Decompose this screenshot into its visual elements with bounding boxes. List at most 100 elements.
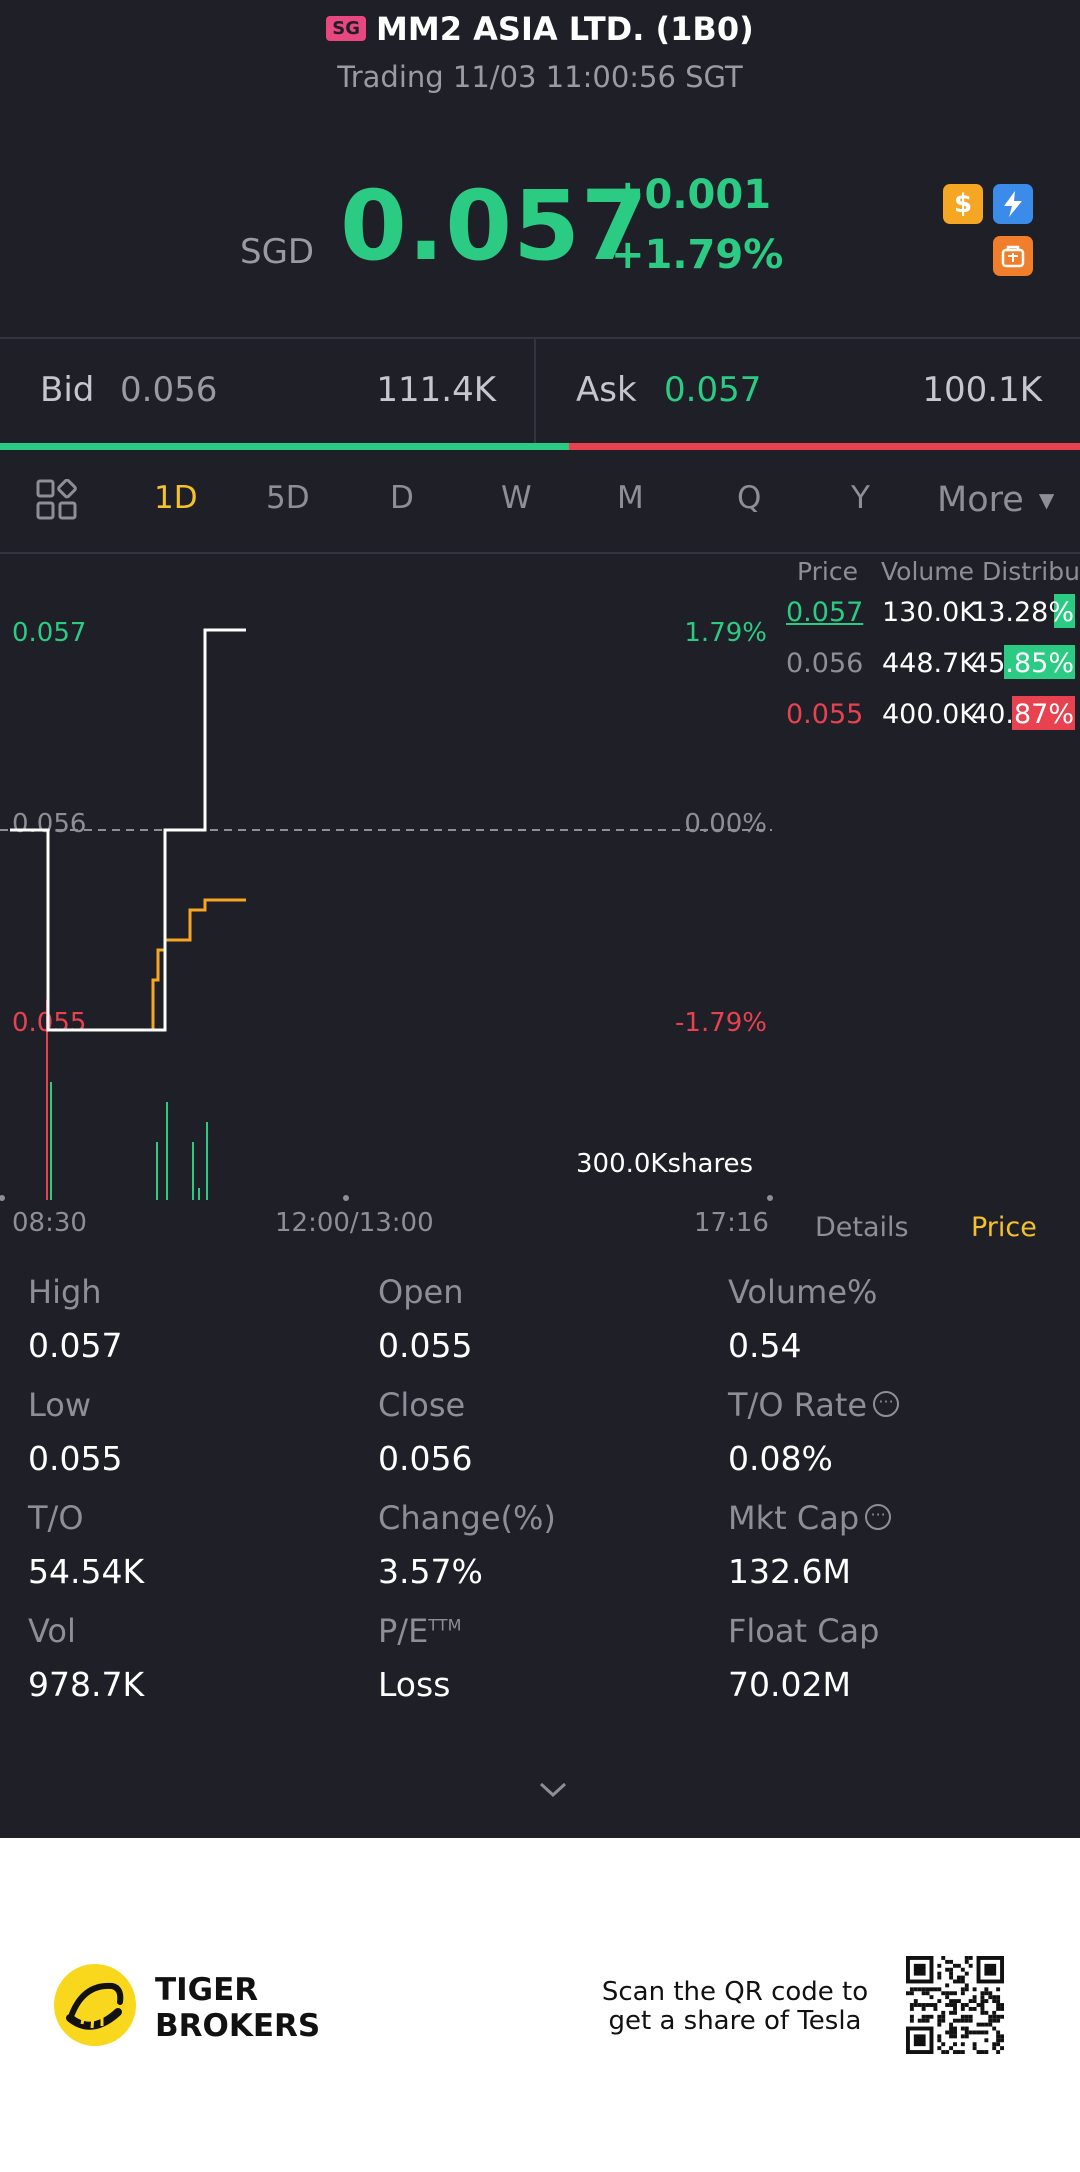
divider xyxy=(0,552,1080,554)
tab-5d[interactable]: 5D xyxy=(266,480,310,516)
stock-title: SG MM2 ASIA LTD. (1B0) xyxy=(0,10,1080,48)
ask-label: Ask xyxy=(576,370,637,410)
dist-price: 0.057 xyxy=(786,597,864,628)
dist-volume: 400.0K xyxy=(882,699,978,730)
stat-label-text: Change(%) xyxy=(378,1499,556,1537)
qr-caption: Scan the QR code to get a share of Tesla xyxy=(590,1978,880,2036)
intraday-chart[interactable]: 0.057 0.056 0.055 1.79% 0.00% -1.79% 300… xyxy=(0,555,780,1235)
tab-day[interactable]: D xyxy=(390,480,414,516)
dist-volume: 448.7K xyxy=(882,648,978,679)
dist-price: 0.055 xyxy=(786,699,864,730)
stat-value: 0.055 xyxy=(28,1439,123,1478)
stat-label: Low xyxy=(28,1386,91,1424)
stat-label-text: T/O Rate xyxy=(728,1386,868,1424)
tab-quarter[interactable]: Q xyxy=(737,480,762,516)
brand-name: TIGER BROKERS xyxy=(155,1972,320,2044)
x-axis-dot xyxy=(767,1195,773,1201)
volume-bar xyxy=(50,1082,52,1200)
ask-price: 0.057 xyxy=(664,370,762,410)
dist-bar xyxy=(1054,594,1075,628)
trading-status: Trading 11/03 11:00:56 SGT xyxy=(337,60,743,94)
stat-label-text: Vol xyxy=(28,1612,76,1650)
dist-header-distribution: Distribu xyxy=(982,557,1080,586)
bag-icon[interactable] xyxy=(993,236,1033,276)
tab-week[interactable]: W xyxy=(501,480,532,516)
stat-label: High xyxy=(28,1273,102,1311)
last-price: 0.057 xyxy=(340,170,649,282)
stat-value: 0.055 xyxy=(378,1326,473,1365)
grid-layout-icon[interactable] xyxy=(36,478,78,525)
stat-value: 54.54K xyxy=(28,1552,145,1591)
bid-label: Bid xyxy=(40,370,95,410)
volume-bar xyxy=(166,1102,168,1200)
stat-value: 132.6M xyxy=(728,1552,851,1591)
qr-caption-line: get a share of Tesla xyxy=(608,2006,862,2036)
more-info-icon[interactable]: ··· xyxy=(865,1504,892,1530)
dist-header-price: Price xyxy=(797,557,858,586)
price-series-line xyxy=(10,628,246,1032)
tab-1d[interactable]: 1D xyxy=(154,480,198,516)
divider xyxy=(0,337,1080,339)
stat-value: 978.7K xyxy=(28,1665,145,1704)
volume-scale-label: 300.0Kshares xyxy=(576,1149,753,1179)
volume-bar xyxy=(46,1000,48,1200)
volume-bar xyxy=(192,1142,194,1200)
dist-percent: 40.87% xyxy=(971,699,1074,730)
stat-label: Volume% xyxy=(728,1273,877,1311)
stat-label: Float Cap xyxy=(728,1612,879,1650)
qr-caption-line: Scan the QR code to xyxy=(601,1977,869,2007)
stat-label: Close xyxy=(378,1386,465,1424)
dist-bar xyxy=(1012,696,1075,730)
stat-value: Loss xyxy=(378,1665,451,1704)
tab-year[interactable]: Y xyxy=(851,480,870,516)
tab-more-label: More xyxy=(937,480,1024,520)
promo-footer: TIGER BROKERS Scan the QR code to get a … xyxy=(0,1838,1080,2172)
currency-label: SGD xyxy=(240,232,315,272)
dollar-icon[interactable]: $ xyxy=(943,184,983,224)
x-tick: 12:00/13:00 xyxy=(275,1208,434,1238)
stat-value: 3.57% xyxy=(378,1552,483,1591)
tab-price[interactable]: Price xyxy=(971,1212,1037,1243)
y-right-tick: 0.00% xyxy=(684,809,767,839)
stat-label: T/O xyxy=(28,1499,84,1537)
stat-value: 0.08% xyxy=(728,1439,833,1478)
tab-more[interactable]: More ▼ xyxy=(937,480,1054,520)
price-change: +0.001 xyxy=(611,172,772,218)
tab-month[interactable]: M xyxy=(617,480,644,516)
y-left-tick: 0.057 xyxy=(12,618,86,648)
stat-label: Mkt Cap ··· xyxy=(728,1499,892,1537)
dist-volume: 130.0K xyxy=(882,597,978,628)
stat-label-text: P/E xyxy=(378,1612,429,1650)
stat-label-text: Close xyxy=(378,1386,466,1424)
ask-volume-bar xyxy=(569,443,1080,450)
stat-label-text: Mkt Cap xyxy=(728,1499,860,1537)
stat-value: 0.54 xyxy=(728,1326,802,1365)
market-badge: SG xyxy=(326,15,367,41)
dist-percent: 13.28% xyxy=(971,597,1074,628)
chevron-down-icon[interactable] xyxy=(538,1780,568,1804)
dist-percent: 45.85% xyxy=(971,648,1074,679)
lightning-icon[interactable] xyxy=(993,184,1033,224)
price-change-pct: +1.79% xyxy=(611,232,784,278)
x-axis-dot xyxy=(0,1195,5,1201)
stat-label-text: Float Cap xyxy=(728,1612,880,1650)
bid-volume-bar xyxy=(0,443,569,450)
stat-label: Open xyxy=(378,1273,463,1311)
y-right-tick: 1.79% xyxy=(684,618,767,648)
price-series-line xyxy=(10,828,246,1032)
volume-bar xyxy=(198,1188,200,1200)
chevron-down-icon: ▼ xyxy=(1038,488,1055,512)
volume-bar xyxy=(156,1142,158,1200)
stat-label-text: T/O xyxy=(28,1499,84,1537)
qr-code xyxy=(906,1956,1004,2054)
stat-label: Vol xyxy=(28,1612,76,1650)
tab-details[interactable]: Details xyxy=(815,1212,909,1243)
stat-value: 0.057 xyxy=(28,1326,123,1365)
stat-label-text: Low xyxy=(28,1386,92,1424)
stock-name: MM2 ASIA LTD. (1B0) xyxy=(376,10,754,48)
pe-suffix: TTM xyxy=(428,1615,462,1635)
more-info-icon[interactable]: ··· xyxy=(873,1391,900,1417)
bid-price: 0.056 xyxy=(120,370,218,410)
brand-line: BROKERS xyxy=(155,2008,321,2044)
x-axis-dot xyxy=(343,1195,349,1201)
